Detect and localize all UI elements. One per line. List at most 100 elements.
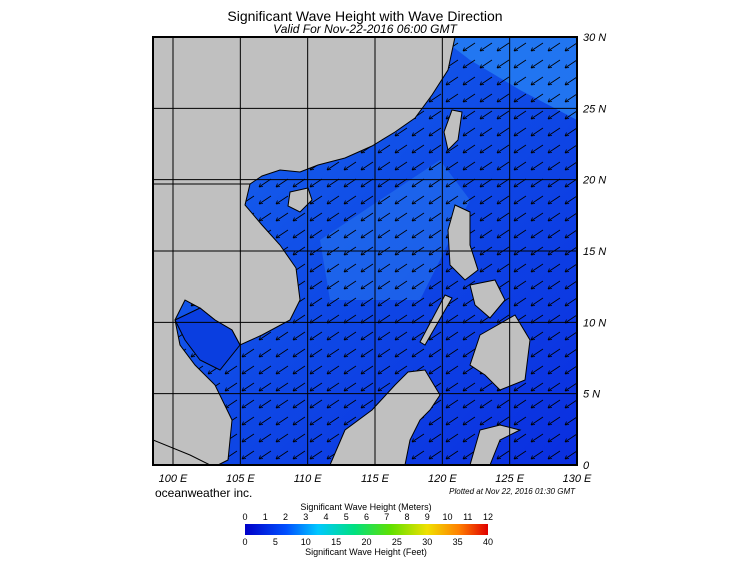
arrow — [564, 399, 577, 409]
arrow — [258, 331, 272, 341]
arrow — [292, 348, 306, 358]
arrow — [445, 280, 459, 290]
arrow — [445, 450, 459, 460]
meters-tick: 3 — [303, 512, 308, 522]
arrow — [394, 144, 408, 154]
meters-tick: 8 — [404, 512, 409, 522]
lat-label: 10 N — [583, 317, 606, 329]
arrow — [530, 178, 544, 188]
arrow — [377, 280, 391, 290]
arrow — [411, 161, 425, 171]
arrow — [411, 297, 425, 307]
arrow — [462, 450, 476, 460]
arrow — [292, 331, 306, 341]
arrow — [326, 297, 340, 307]
arrow — [411, 280, 425, 290]
taiwan — [443, 109, 463, 151]
lon-label: 110 E — [294, 473, 323, 485]
arrow — [530, 127, 544, 137]
arrow — [309, 280, 323, 290]
arrow — [513, 399, 527, 409]
arrow — [479, 110, 493, 120]
arrow — [564, 229, 577, 239]
arrow — [479, 399, 493, 409]
lat-label: 30 N — [583, 32, 606, 44]
arrow — [428, 433, 442, 443]
arrow — [258, 450, 272, 460]
arrow — [496, 399, 510, 409]
arrow — [530, 450, 544, 460]
arrow — [343, 348, 357, 358]
arrow — [547, 280, 561, 290]
arrow — [547, 161, 561, 171]
arrow — [292, 450, 306, 460]
arrow — [547, 399, 561, 409]
arrow — [547, 450, 561, 460]
arrow — [258, 195, 272, 205]
arrow — [462, 195, 476, 205]
arrow — [479, 195, 493, 205]
arrow — [292, 399, 306, 409]
colorbar — [245, 524, 488, 535]
colorbar-ticks: 0 1 2 3 4 5 6 7 8 9 10 11 120 5 10 15 20 25 30 35 40 — [242, 512, 493, 547]
arrow — [343, 263, 357, 273]
arrow — [377, 263, 391, 273]
arrow — [513, 59, 527, 69]
arrow — [496, 161, 510, 171]
arrow — [496, 263, 510, 273]
arrow — [309, 450, 323, 460]
arrow — [547, 331, 561, 341]
arrow — [309, 399, 323, 409]
arrow — [496, 127, 510, 137]
title: Significant Wave Height with Wave Direct… — [227, 8, 502, 24]
arrow — [496, 59, 510, 69]
arrow — [462, 144, 476, 154]
arrow — [445, 399, 459, 409]
arrow — [530, 382, 544, 392]
arrow — [428, 416, 442, 426]
arrow — [547, 127, 561, 137]
arrow — [343, 195, 357, 205]
arrow — [530, 416, 544, 426]
arrow — [411, 331, 425, 341]
arrow — [309, 263, 323, 273]
arrow — [411, 348, 425, 358]
arrow — [275, 416, 289, 426]
arrow — [394, 195, 408, 205]
arrow — [309, 212, 323, 222]
mindanao — [469, 314, 531, 391]
arrow — [377, 178, 391, 188]
arrow — [275, 212, 289, 222]
arrow — [513, 433, 527, 443]
arrow — [309, 229, 323, 239]
plotted-time: Plotted at Nov 22, 2016 01:30 GMT — [449, 487, 576, 496]
arrow — [326, 416, 340, 426]
arrow — [564, 76, 577, 86]
arrow — [564, 144, 577, 154]
lon-label: 125 E — [495, 473, 524, 485]
arrow — [428, 178, 442, 188]
arrow — [343, 161, 357, 171]
arrow — [326, 195, 340, 205]
arrow — [292, 212, 306, 222]
arrow — [564, 212, 577, 222]
arrow — [547, 93, 561, 103]
arrow — [258, 399, 272, 409]
arrow — [394, 161, 408, 171]
arrow — [343, 399, 357, 409]
arrow — [479, 127, 493, 137]
arrow — [241, 416, 255, 426]
arrow — [513, 110, 527, 120]
arrow — [564, 365, 577, 375]
arrow — [309, 348, 323, 358]
arrow — [428, 195, 442, 205]
arrow — [530, 195, 544, 205]
arrow — [258, 382, 272, 392]
arrow — [428, 93, 442, 103]
arrow — [564, 280, 577, 290]
arrow — [326, 212, 340, 222]
arrow — [394, 280, 408, 290]
arrow — [530, 93, 544, 103]
lat-label: 15 N — [583, 246, 606, 258]
meters-tick: 7 — [384, 512, 389, 522]
